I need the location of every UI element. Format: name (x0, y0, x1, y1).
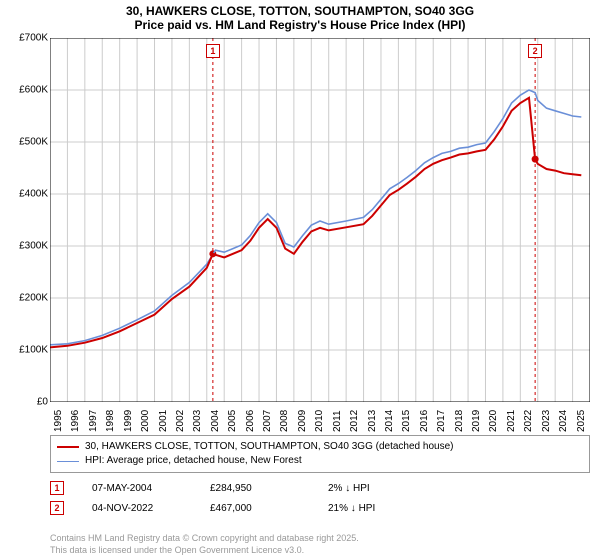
x-tick-label: 2006 (245, 410, 256, 432)
x-tick-label: 2015 (401, 410, 412, 432)
x-tick-label: 2023 (541, 410, 552, 432)
chart-title: 30, HAWKERS CLOSE, TOTTON, SOUTHAMPTON, … (0, 0, 600, 34)
x-tick-label: 2009 (297, 410, 308, 432)
x-tick-label: 2000 (140, 410, 151, 432)
x-tick-label: 2011 (332, 410, 343, 432)
x-tick-label: 2010 (314, 410, 325, 432)
y-tick-label: £500K (4, 137, 48, 148)
footer-line2: This data is licensed under the Open Gov… (50, 544, 359, 556)
legend-item: 30, HAWKERS CLOSE, TOTTON, SOUTHAMPTON, … (57, 440, 583, 454)
sale-pct: 2% ↓ HPI (328, 483, 418, 494)
x-tick-label: 2018 (454, 410, 465, 432)
y-tick-label: £200K (4, 293, 48, 304)
x-tick-label: 2007 (262, 410, 273, 432)
footer-attribution: Contains HM Land Registry data © Crown c… (50, 532, 359, 556)
y-tick-label: £600K (4, 85, 48, 96)
title-line2: Price paid vs. HM Land Registry's House … (0, 18, 600, 32)
x-tick-label: 2005 (227, 410, 238, 432)
x-tick-label: 1995 (53, 410, 64, 432)
title-line1: 30, HAWKERS CLOSE, TOTTON, SOUTHAMPTON, … (0, 4, 600, 18)
y-tick-label: £100K (4, 345, 48, 356)
y-tick-label: £700K (4, 33, 48, 44)
x-tick-label: 2016 (419, 410, 430, 432)
sale-row: 1 07-MAY-2004 £284,950 2% ↓ HPI (50, 478, 590, 498)
x-tick-label: 2002 (175, 410, 186, 432)
sale-marker-icon: 1 (50, 481, 64, 495)
chart-svg (50, 38, 590, 402)
sale-date: 04-NOV-2022 (92, 503, 182, 514)
annotation-marker-icon: 1 (206, 44, 220, 58)
sales-table: 1 07-MAY-2004 £284,950 2% ↓ HPI 2 04-NOV… (50, 478, 590, 518)
chart-area (50, 38, 590, 402)
sale-row: 2 04-NOV-2022 £467,000 21% ↓ HPI (50, 498, 590, 518)
sale-marker-icon: 2 (50, 501, 64, 515)
legend-label: 30, HAWKERS CLOSE, TOTTON, SOUTHAMPTON, … (85, 440, 453, 454)
sale-price: £284,950 (210, 483, 300, 494)
x-tick-label: 2025 (576, 410, 587, 432)
x-tick-label: 2017 (436, 410, 447, 432)
y-tick-label: £0 (4, 397, 48, 408)
x-tick-label: 2001 (158, 410, 169, 432)
x-tick-label: 1998 (105, 410, 116, 432)
legend-swatch-icon (57, 446, 79, 448)
sale-price: £467,000 (210, 503, 300, 514)
x-tick-label: 2022 (523, 410, 534, 432)
legend-item: HPI: Average price, detached house, New … (57, 454, 583, 468)
sale-date: 07-MAY-2004 (92, 483, 182, 494)
x-tick-label: 2019 (471, 410, 482, 432)
x-tick-label: 2012 (349, 410, 360, 432)
x-tick-label: 2021 (506, 410, 517, 432)
x-tick-label: 2004 (210, 410, 221, 432)
legend-label: HPI: Average price, detached house, New … (85, 454, 302, 468)
annotation-marker-icon: 2 (528, 44, 542, 58)
y-tick-label: £400K (4, 189, 48, 200)
x-tick-label: 1996 (70, 410, 81, 432)
x-tick-label: 2013 (367, 410, 378, 432)
x-tick-label: 2024 (558, 410, 569, 432)
x-tick-label: 2008 (279, 410, 290, 432)
footer-line1: Contains HM Land Registry data © Crown c… (50, 532, 359, 544)
legend-box: 30, HAWKERS CLOSE, TOTTON, SOUTHAMPTON, … (50, 435, 590, 473)
y-tick-label: £300K (4, 241, 48, 252)
x-tick-label: 1999 (123, 410, 134, 432)
x-tick-label: 1997 (88, 410, 99, 432)
x-tick-label: 2020 (488, 410, 499, 432)
x-tick-label: 2014 (384, 410, 395, 432)
legend-swatch-icon (57, 461, 79, 462)
sale-pct: 21% ↓ HPI (328, 503, 418, 514)
x-tick-label: 2003 (192, 410, 203, 432)
